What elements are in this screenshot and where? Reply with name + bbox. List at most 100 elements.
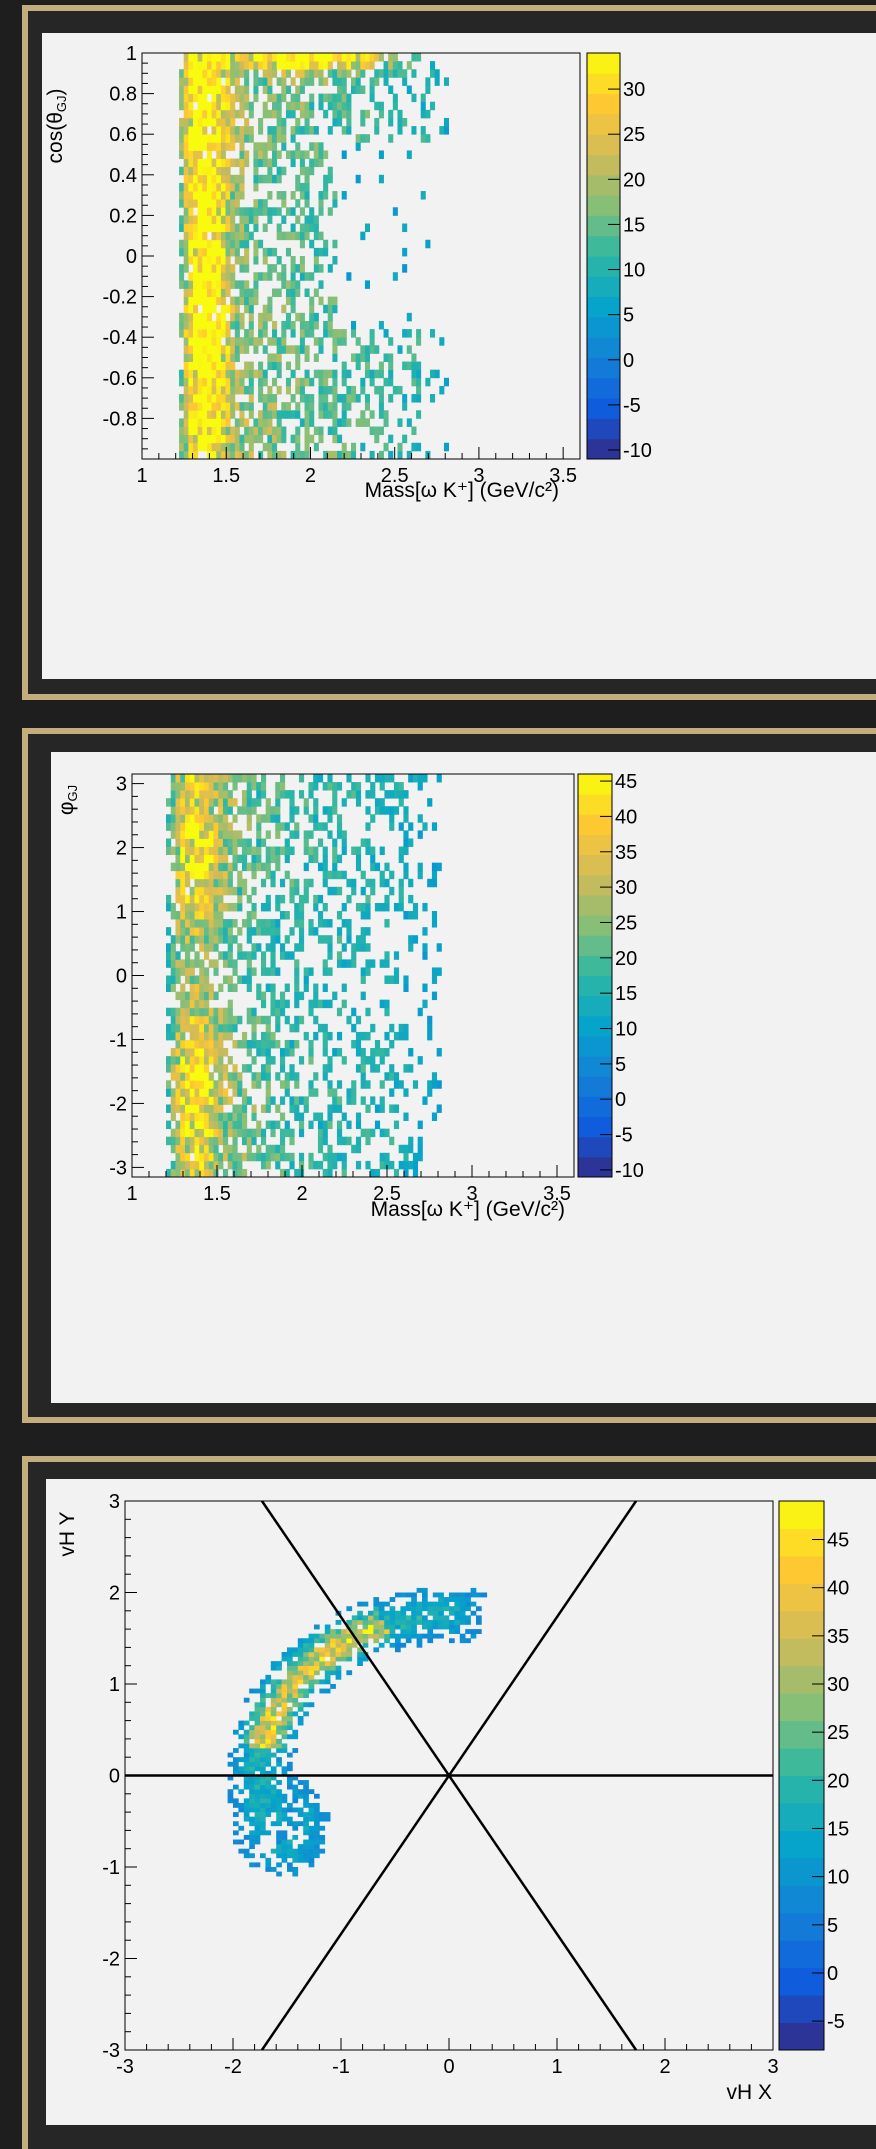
heatmap-cell: [294, 886, 300, 896]
heatmap-cell: [318, 434, 324, 444]
heatmap-cell: [230, 109, 236, 119]
heatmap-cell: [297, 1716, 304, 1721]
heatmap-cell: [281, 434, 287, 444]
heatmap-cell: [368, 1624, 374, 1630]
heatmap-cell: [232, 902, 238, 912]
heatmap-cell: [281, 1812, 288, 1817]
heatmap-cell: [303, 1839, 309, 1845]
heatmap-cell: [222, 1120, 229, 1130]
heatmap-cell: [297, 1848, 304, 1854]
heatmap-cell: [327, 53, 333, 62]
heatmap-cell: [251, 846, 257, 855]
heatmap-cell: [222, 935, 229, 944]
heatmap-cell: [265, 1160, 271, 1170]
heatmap-cell: [203, 854, 210, 864]
heatmap-cell: [213, 798, 219, 807]
color-scale-segment: [578, 794, 612, 815]
heatmap-cell: [184, 911, 191, 920]
heatmap-cell: [199, 798, 205, 807]
heatmap-cell: [203, 991, 210, 1001]
heatmap-cell: [308, 1812, 315, 1817]
heatmap-cell: [393, 1168, 400, 1178]
heatmap-cell: [243, 1752, 250, 1758]
heatmap-cell: [230, 296, 236, 306]
heatmap-cell: [265, 1711, 272, 1717]
heatmap-cell: [438, 1597, 444, 1602]
heatmap-cell: [188, 345, 194, 354]
heatmap-cell: [203, 870, 210, 880]
heatmap-cell: [197, 239, 203, 249]
heatmap-cell: [227, 919, 233, 928]
heatmap-cell: [203, 1136, 210, 1146]
heatmap-cell: [249, 1752, 255, 1758]
heatmap-cell: [281, 337, 287, 346]
heatmap-cell: [303, 1816, 309, 1822]
heatmap-cell: [412, 1168, 419, 1178]
heatmap-cell: [317, 1136, 324, 1146]
heatmap-cell: [256, 782, 262, 791]
heatmap-cell: [332, 385, 338, 395]
heatmap-cell: [403, 1023, 409, 1033]
heatmap-cell: [213, 790, 219, 799]
heatmap-cell: [388, 394, 394, 403]
heatmap-cell: [183, 450, 189, 460]
heatmap-cell: [313, 158, 319, 168]
heatmap-cell: [208, 1056, 214, 1065]
heatmap-cell: [222, 959, 229, 968]
x-tick-label: -1: [332, 2056, 350, 2078]
heatmap-cell: [188, 434, 194, 444]
heatmap-cell: [234, 418, 240, 427]
heatmap-cell: [180, 1136, 186, 1146]
heatmap-cell: [322, 1064, 328, 1073]
heatmap-cell: [281, 215, 287, 224]
heatmap-cell: [251, 927, 257, 936]
heatmap-cell: [211, 85, 217, 94]
heatmap-cell: [230, 312, 236, 322]
heatmap-cell: [370, 854, 376, 864]
heatmap-cell: [297, 1780, 304, 1785]
heatmap-cell: [251, 806, 257, 815]
heatmap-cell: [258, 207, 264, 216]
heatmap-cell: [287, 1656, 293, 1662]
heatmap-cell: [180, 1152, 186, 1162]
heatmap-cell: [208, 782, 214, 791]
heatmap-cell: [405, 1592, 412, 1598]
heatmap-cell: [408, 878, 414, 888]
heatmap-cell: [270, 943, 276, 952]
heatmap-cell: [276, 191, 282, 200]
y-tick-label: 0: [116, 966, 127, 988]
heatmap-cell: [299, 377, 305, 387]
heatmap-cell: [289, 894, 295, 904]
heatmap-cell: [294, 1168, 300, 1178]
heatmap-cell: [379, 846, 385, 855]
heatmap-cell: [175, 1007, 181, 1017]
heatmap-cell: [336, 1120, 343, 1130]
heatmap-cell: [379, 1096, 385, 1105]
heatmap-cell: [313, 999, 319, 1009]
heatmap-cell: [166, 902, 172, 912]
heatmap-cell: [184, 782, 191, 791]
heatmap-cell: [411, 126, 417, 135]
heatmap-cell: [256, 927, 262, 936]
heatmap-cell: [179, 377, 185, 387]
heatmap-cell: [253, 239, 259, 249]
heatmap-cell: [309, 101, 315, 111]
heatmap-cell: [465, 1629, 471, 1634]
heatmap-cell: [281, 1711, 288, 1717]
heatmap-cell: [239, 385, 245, 395]
heatmap-cell: [295, 345, 301, 354]
heatmap-cell: [309, 61, 315, 70]
heatmap-cell: [279, 1096, 286, 1105]
heatmap-cell: [188, 272, 194, 281]
heatmap-cell: [322, 1072, 328, 1081]
heatmap-cell: [330, 1647, 336, 1653]
heatmap-cell: [265, 1072, 271, 1081]
heatmap-cell: [341, 1136, 347, 1146]
heatmap-cell: [398, 1031, 404, 1041]
heatmap-cell: [281, 1656, 288, 1662]
heatmap-cell: [203, 1064, 210, 1073]
heatmap-cell: [260, 902, 267, 912]
heatmap-cell: [220, 101, 226, 111]
heatmap-cell: [395, 1624, 401, 1630]
heatmap-cell: [327, 943, 333, 952]
